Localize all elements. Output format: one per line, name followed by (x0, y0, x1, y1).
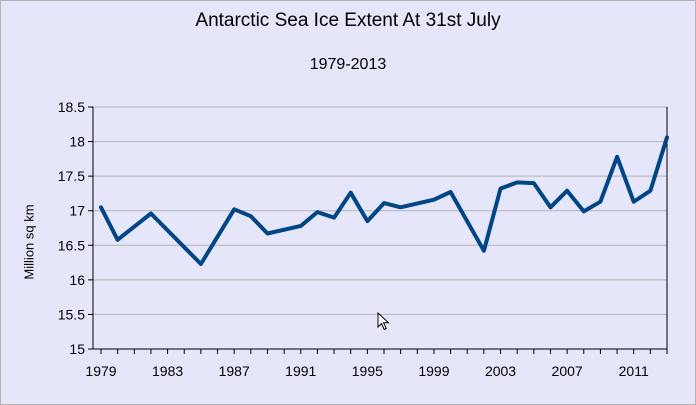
x-tick-label: 1995 (352, 363, 383, 379)
x-tick-label: 1987 (219, 363, 250, 379)
series-layer (99, 135, 669, 266)
x-tick-label: 1999 (418, 363, 449, 379)
tick-labels: 15 15.5 16 16.5 17 17.5 18 18.5 1979 1983 1987 1991… (58, 99, 649, 379)
x-tick-label: 1983 (152, 363, 183, 379)
axes (88, 106, 668, 354)
y-tick-label: 17 (69, 203, 85, 219)
y-tick-label: 17.5 (58, 168, 85, 184)
mouse-pointer-icon (377, 312, 390, 331)
chart-subtitle: 1979-2013 (309, 56, 387, 73)
y-tick-label: 16 (69, 272, 85, 288)
x-tick-label: 2003 (485, 363, 516, 379)
y-tick-label: 18.5 (58, 99, 85, 115)
y-tick-label: 16.5 (58, 237, 85, 253)
x-tick-label: 1991 (285, 363, 316, 379)
x-tick-label: 2007 (552, 363, 583, 379)
x-tick-label: 1979 (85, 363, 116, 379)
y-tick-label: 18 (69, 134, 85, 150)
chart-title: Antarctic Sea Ice Extent At 31st July (195, 10, 501, 31)
y-tick-label: 15.5 (58, 306, 85, 322)
y-tick-label: 15 (69, 341, 85, 357)
series-line (99, 135, 669, 266)
x-tick-label: 2011 (619, 363, 649, 379)
